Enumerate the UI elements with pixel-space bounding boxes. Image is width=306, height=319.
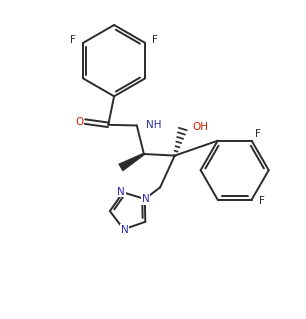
Text: N: N — [142, 194, 150, 204]
Text: OH: OH — [192, 122, 208, 132]
Text: F: F — [259, 196, 265, 206]
Text: F: F — [255, 129, 261, 139]
Text: N: N — [121, 225, 129, 235]
Text: F: F — [70, 35, 76, 45]
Text: O: O — [75, 116, 83, 127]
Polygon shape — [118, 153, 144, 171]
Text: F: F — [152, 35, 158, 45]
Text: N: N — [118, 187, 125, 197]
Text: NH: NH — [146, 121, 161, 130]
